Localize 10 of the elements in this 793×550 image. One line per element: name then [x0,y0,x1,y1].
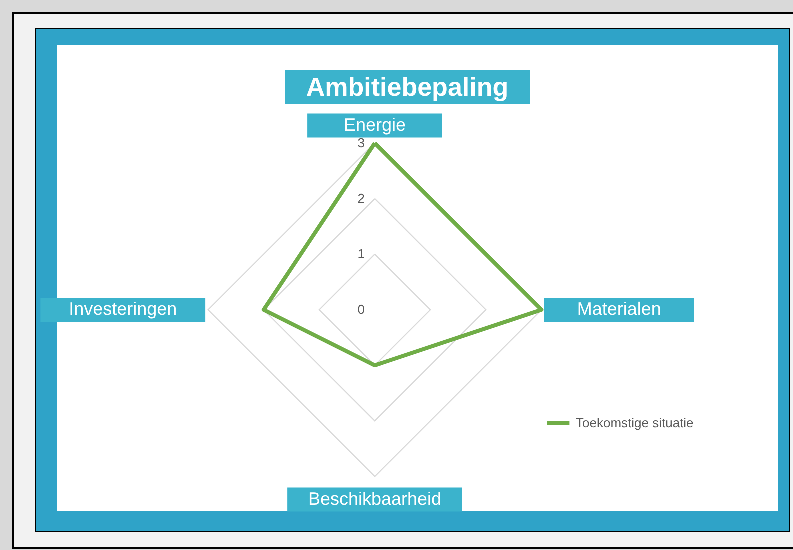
y-tick-label: 2 [358,190,365,206]
y-tick-label: 3 [358,135,365,150]
spoke-label: Materialen [577,299,662,319]
spoke-label: Investeringen [69,299,178,319]
y-tick-label: 0 [358,302,365,317]
spoke-label: Beschikbaarheid [308,488,442,509]
y-tick-label: 1 [358,246,365,262]
chart-title: Ambitiebepaling [285,70,530,104]
spoke-label: Energie [344,114,406,135]
legend-label: Toekomstige situatie [576,416,694,430]
